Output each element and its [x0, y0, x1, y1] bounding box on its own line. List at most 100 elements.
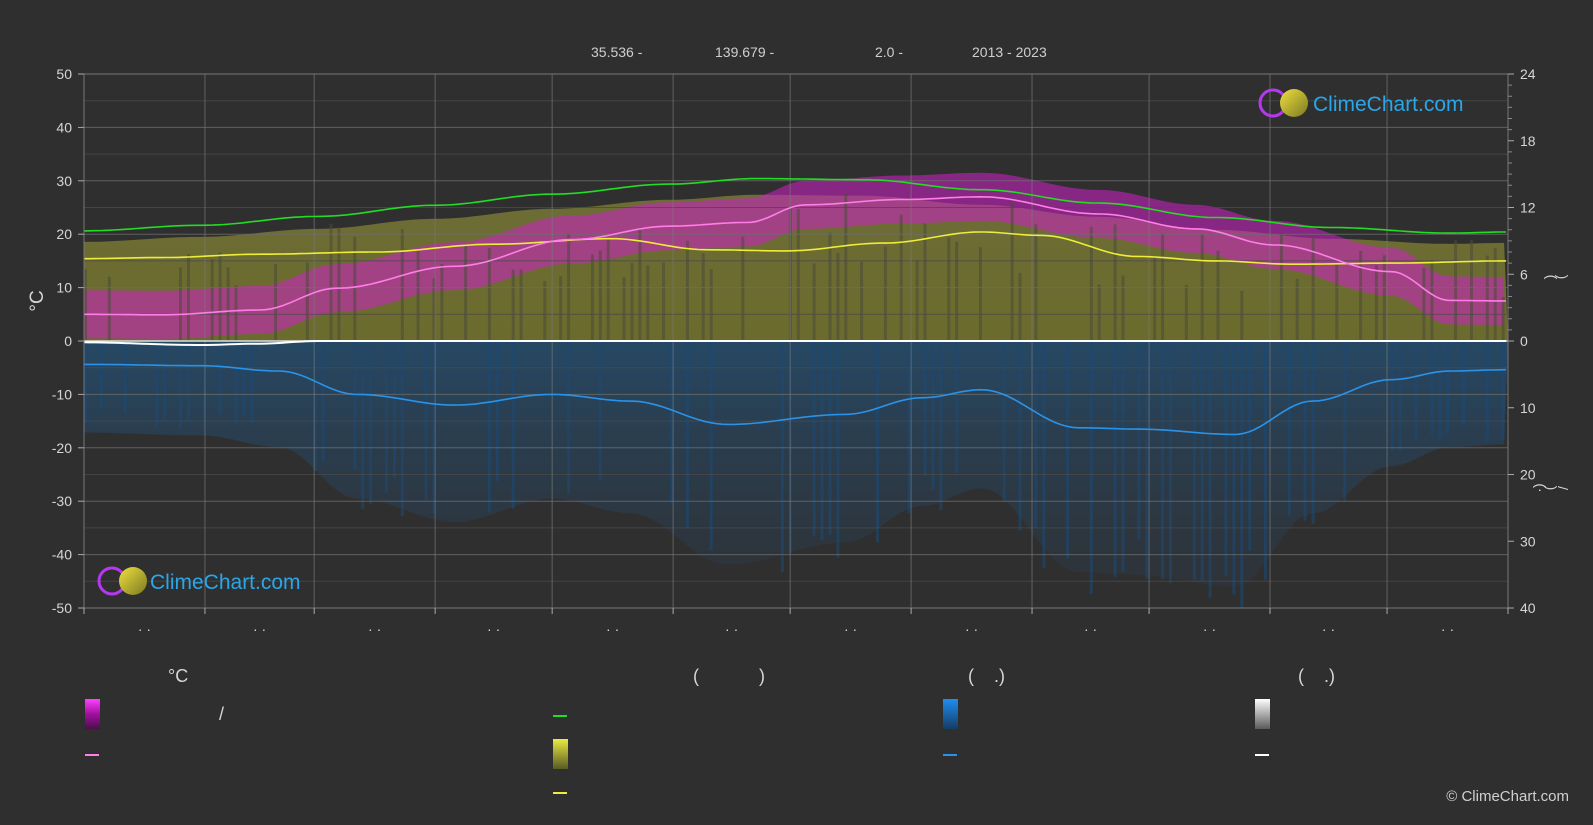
- sunshine-bar: [883, 246, 887, 341]
- right-tick-label-hours: 6: [1520, 266, 1528, 282]
- logo-bottom: ClimeChart.com: [97, 566, 301, 596]
- sunshine-bar: [1295, 278, 1299, 341]
- rain-bar: [313, 341, 317, 471]
- sunshine-bar: [638, 228, 642, 341]
- sunshine-bar: [1493, 247, 1497, 341]
- rain-bar: [939, 341, 943, 511]
- sunshine-bar: [1501, 297, 1505, 341]
- rain-bar: [218, 341, 222, 416]
- sunshine-bar: [899, 214, 903, 341]
- sunshine-bar: [844, 193, 848, 341]
- rain-bar: [1042, 341, 1046, 568]
- sunshine-bar: [274, 264, 278, 341]
- rain-bar: [1034, 341, 1038, 528]
- rain-bar: [1390, 341, 1394, 451]
- sunshine-bar: [701, 253, 705, 341]
- rain-bar: [1200, 341, 1204, 581]
- legend-rain-header: ( .): [968, 666, 1005, 686]
- sunshine-bar: [622, 277, 626, 341]
- x-tick-label: · ·: [1203, 621, 1216, 637]
- legend-daylight-swatch: [553, 715, 567, 717]
- sunshine-bar: [464, 244, 468, 341]
- rain-bar: [163, 341, 167, 422]
- sunshine-bar: [812, 263, 816, 341]
- right-axis-label-lower: /)(·: [1533, 483, 1571, 492]
- rain-bar: [511, 341, 515, 509]
- x-tick-label: · ·: [138, 621, 151, 637]
- legend-rain-band-swatch: [943, 699, 958, 729]
- logo-sun-icon: [1280, 89, 1308, 117]
- x-tick-label: · ·: [1322, 621, 1335, 637]
- rain-bar: [876, 341, 879, 543]
- rain-bar: [1224, 341, 1228, 576]
- rain-bar: [1311, 341, 1315, 524]
- sunshine-bar: [947, 237, 951, 341]
- sunshine-bar: [741, 236, 745, 341]
- right-tick-label-mm: 30: [1520, 533, 1536, 549]
- sunshine-bar: [1382, 255, 1386, 341]
- sunshine-bar: [187, 253, 190, 341]
- rain-bar: [567, 341, 571, 494]
- sunshine-bar: [1430, 260, 1434, 341]
- rain-bar: [250, 341, 254, 424]
- header-lon: 139.679 -: [715, 44, 775, 60]
- left-tick-label: -40: [52, 547, 72, 563]
- header-elev: 2.0 -: [875, 44, 904, 60]
- right-axis-ticks: 24 18 12 6 0 10 20 30 40: [1508, 66, 1536, 616]
- sunshine-bar: [1113, 224, 1117, 341]
- legend-sunshine-line-swatch: [553, 792, 567, 794]
- right-tick-label-mm: 20: [1520, 467, 1536, 483]
- rain-bar: [907, 341, 911, 513]
- x-tick-label: · ·: [844, 621, 857, 637]
- left-tick-label: 0: [64, 333, 72, 349]
- sunshine-bar: [1184, 284, 1188, 341]
- rain-bar: [424, 341, 428, 500]
- rain-bar: [1462, 341, 1465, 425]
- legend-snow-header: ( .): [1298, 666, 1335, 686]
- right-tick-label-mm: 10: [1520, 400, 1536, 416]
- rain-bar: [1248, 341, 1252, 551]
- rain-bar: [1287, 341, 1291, 516]
- logo-bottom-text: ClimeChart.com: [150, 571, 301, 594]
- x-axis-ticks: · · · · · · · · · · · · · · · · · · · · · · · ·: [83, 608, 1509, 637]
- rain-bar: [780, 341, 784, 573]
- rain-bar: [670, 341, 674, 503]
- rain-bar: [828, 341, 832, 535]
- rain-bar: [1169, 341, 1172, 584]
- sunshine-bar: [1089, 226, 1093, 341]
- rain-bar: [495, 341, 499, 481]
- rain-bar: [812, 341, 816, 536]
- sunshine-bar: [107, 276, 111, 341]
- sunshine-bar: [1216, 250, 1220, 341]
- legend-temp-mean-swatch: [85, 754, 99, 756]
- sunshine-bar: [1121, 275, 1125, 341]
- sunshine-bar: [1485, 255, 1489, 341]
- rain-bar: [84, 341, 87, 424]
- rain-bar: [1089, 341, 1093, 594]
- rain-bar: [685, 341, 689, 529]
- x-tick-label: · ·: [368, 621, 381, 637]
- rain-bar: [1066, 341, 1070, 559]
- rain-bar: [234, 341, 238, 425]
- logo-top-text: ClimeChart.com: [1313, 93, 1464, 116]
- logo-top: ClimeChart.com: [1258, 88, 1464, 118]
- sunshine-bar: [1279, 232, 1283, 341]
- sunshine-bar: [1335, 263, 1339, 341]
- left-tick-label: 20: [56, 226, 72, 242]
- series-line-sunshine: [84, 231, 1506, 265]
- rain-bar: [1192, 341, 1196, 580]
- legend-sunshine-band-swatch: [553, 739, 568, 769]
- series-line-daylight: [83, 177, 1506, 234]
- sunshine-bar: [84, 269, 87, 341]
- rain-bar: [1303, 341, 1307, 521]
- sunshine-bar: [218, 252, 222, 341]
- rain-bar: [1438, 341, 1442, 440]
- series-line-temp_mean: [84, 195, 1506, 316]
- x-tick-label: · ·: [1084, 621, 1097, 637]
- sunshine-bar: [860, 261, 864, 341]
- rain-bar: [836, 341, 840, 558]
- rain-bar: [361, 341, 365, 509]
- sunshine-bar: [416, 248, 420, 341]
- rain-bar: [321, 341, 325, 461]
- copyright: © ClimeChart.com: [1446, 788, 1569, 805]
